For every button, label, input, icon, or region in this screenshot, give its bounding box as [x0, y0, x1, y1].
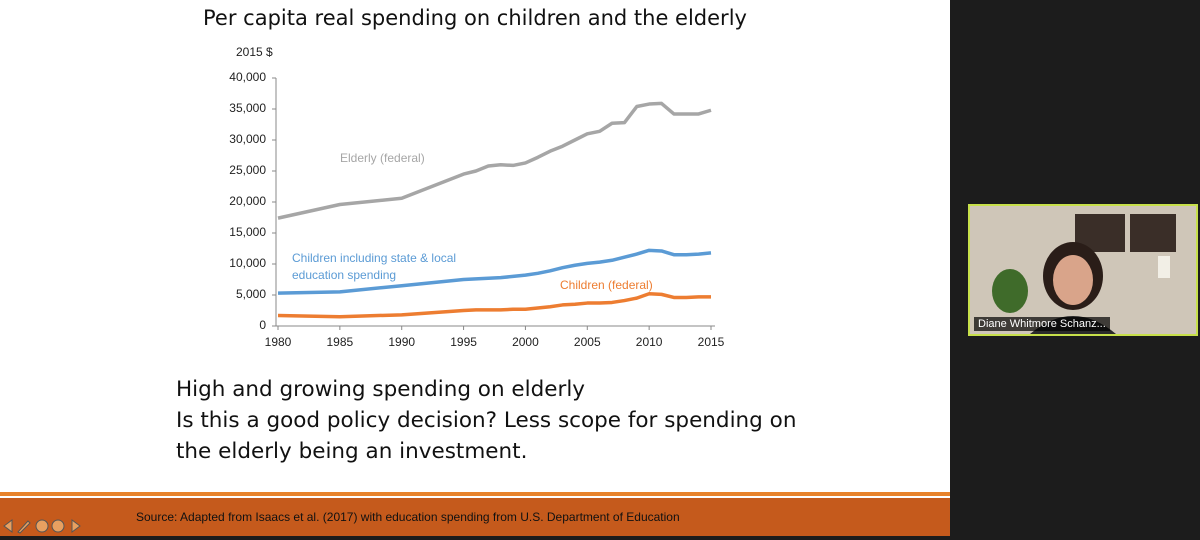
series-line [277, 248, 712, 295]
source-text: Source: Adapted from Isaacs et al. (2017… [136, 510, 680, 524]
divider [0, 492, 950, 496]
footer-band [0, 498, 950, 536]
y-tick-label: 5,000 [236, 287, 266, 301]
participant-name: Diane Whitmore Schanz... [974, 317, 1110, 331]
y-tick-label: 20,000 [229, 194, 266, 208]
x-tick-label: 2000 [512, 335, 539, 349]
slide-title: Per capita real spending on children and… [203, 6, 747, 30]
x-tick-label: 1990 [388, 335, 415, 349]
x-tick-label: 2010 [636, 335, 663, 349]
y-tick-label: 40,000 [229, 70, 266, 84]
series-annotation: Children including state & local educati… [292, 251, 457, 282]
series-line [277, 101, 712, 220]
body-text: the elderly being an investment. [176, 439, 528, 464]
chart: 2015 $ 0 5,000 10,000 15,000 20,000 25,000 30,… [229, 45, 725, 349]
x-tick-label: 2005 [574, 335, 601, 349]
y-axis-label: 2015 $ [236, 45, 273, 59]
series-line [277, 292, 711, 319]
x-tick-label: 1980 [265, 335, 292, 349]
video-tile[interactable]: Diane Whitmore Schanz... [968, 204, 1198, 336]
y-tick-label: 30,000 [229, 132, 266, 146]
x-tick-label: 1985 [327, 335, 354, 349]
series-annotation: Children (federal) [560, 278, 653, 292]
x-tick-label: 1995 [450, 335, 477, 349]
y-tick-label: 10,000 [229, 256, 266, 270]
series-annotation: Elderly (federal) [340, 151, 425, 165]
video-feed [970, 206, 1196, 334]
slideshow-controls[interactable] [2, 518, 82, 534]
y-tick-label: 0 [259, 318, 266, 332]
slide: Per capita real spending on children and… [0, 0, 950, 536]
y-tick-label: 15,000 [229, 225, 266, 239]
x-tick-label: 2015 [698, 335, 725, 349]
y-tick-label: 25,000 [229, 163, 266, 177]
body-text: High and growing spending on elderly [176, 377, 586, 402]
y-tick-label: 35,000 [229, 101, 266, 115]
body-text: Is this a good policy decision? Less sco… [176, 408, 797, 433]
